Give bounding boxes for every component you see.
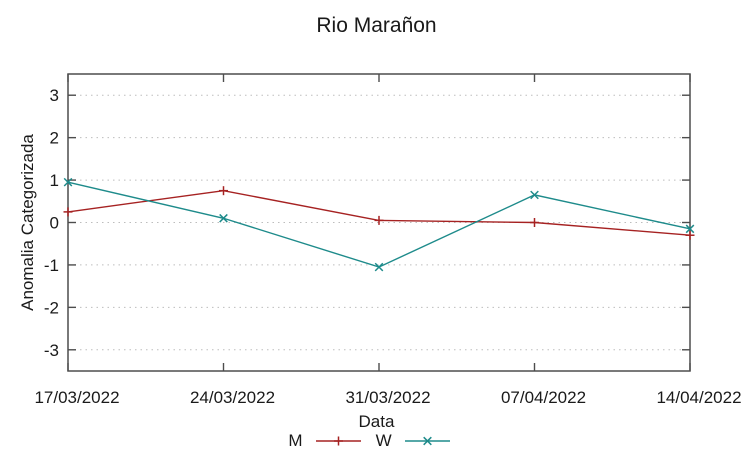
legend-marker-w [422, 436, 432, 446]
y-tick-label: -2 [44, 298, 59, 317]
y-tick-label: 0 [50, 214, 59, 233]
plot-border [67, 73, 691, 372]
x-tick-label: 14/04/2022 [656, 388, 741, 407]
x-tick-label: 24/03/2022 [190, 388, 275, 407]
legend-label-m: M [288, 431, 303, 450]
legend-line-sample-m [315, 436, 361, 446]
series-line-m [67, 189, 691, 236]
x-tick-label: 17/03/2022 [34, 388, 119, 407]
series-marker-w [374, 262, 384, 272]
y-tick-label: -3 [44, 341, 59, 360]
y-tick-label: 2 [50, 129, 59, 148]
series-marker-w [219, 213, 228, 223]
legend-label-w: W [375, 431, 392, 450]
y-tick-label: 1 [50, 171, 59, 190]
x-tick-label: 07/04/2022 [501, 388, 586, 407]
series-marker-w [685, 224, 695, 234]
legend-line-sample-w [404, 436, 450, 446]
x-axis-label: Data [358, 412, 395, 431]
y-tick-label: -1 [44, 256, 59, 275]
series-marker-w [530, 190, 539, 200]
x-tick-label: 31/03/2022 [345, 388, 430, 407]
series-marker-w [63, 177, 73, 187]
legend: M W [0, 431, 753, 451]
chart-title: Rio Marañon [316, 14, 437, 37]
y-tick-label: 3 [50, 86, 59, 105]
